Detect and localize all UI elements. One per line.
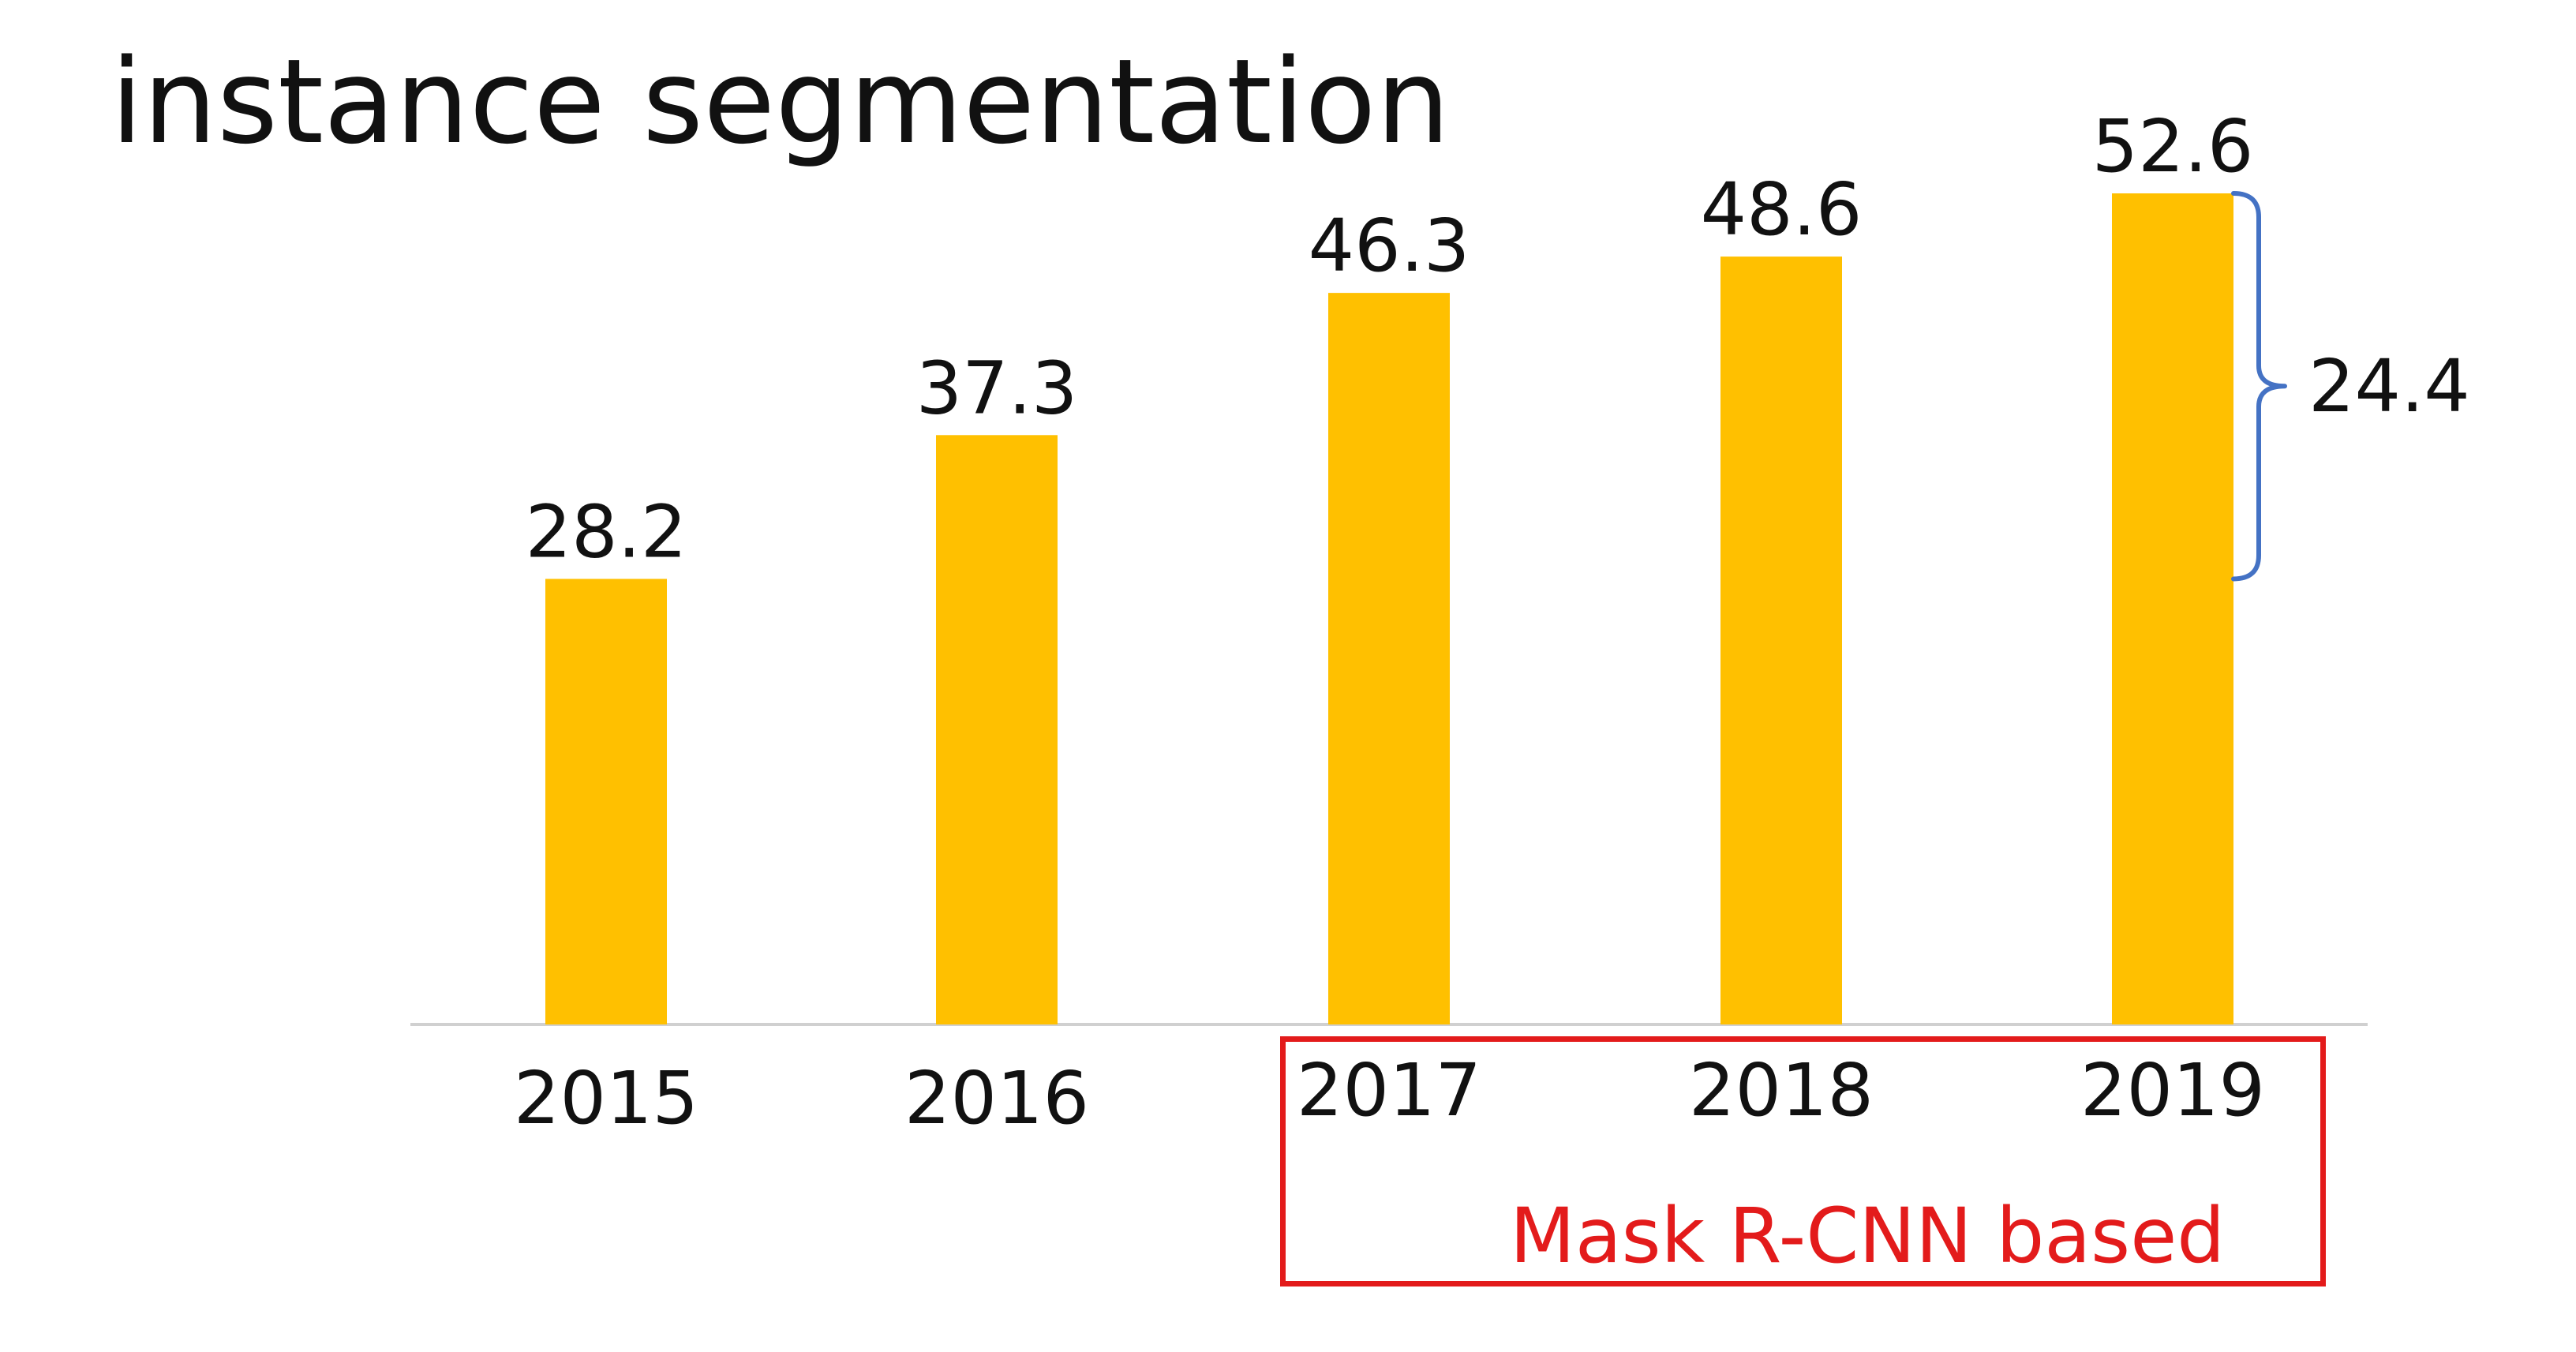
- bar-2018: [1720, 257, 1842, 1024]
- x-tick-labels: 2015 2016 2017 2018 2019: [514, 1048, 2265, 1140]
- difference-brace-annotation: 24.4: [2231, 191, 2470, 582]
- brace-difference-label: 24.4: [2308, 344, 2470, 429]
- curly-brace: [2231, 191, 2287, 582]
- chart-title: instance segmentation: [110, 34, 1451, 170]
- data-label-2018: 48.6: [1701, 167, 1863, 252]
- mask-rcnn-label: Mask R-CNN based: [1510, 1192, 2226, 1280]
- mask-rcnn-highlight-box: [1280, 1036, 2326, 1286]
- x-tick-2015: 2015: [514, 1056, 698, 1140]
- bar-2016: [936, 435, 1058, 1024]
- data-label-2016: 37.3: [916, 346, 1078, 430]
- bar-2017: [1328, 293, 1450, 1025]
- data-label-2015: 28.2: [526, 489, 687, 574]
- x-tick-2018: 2018: [1689, 1048, 1874, 1133]
- data-label-2019: 52.6: [2092, 104, 2254, 189]
- x-tick-2017: 2017: [1297, 1048, 1481, 1133]
- x-tick-2019: 2019: [2080, 1048, 2265, 1133]
- bars-layer: [545, 193, 2233, 1025]
- bar-2015: [545, 579, 667, 1024]
- labels-layer: 28.2 37.3 46.3 48.6 52.6: [526, 104, 2254, 574]
- data-label-2017: 46.3: [1309, 204, 1470, 288]
- x-tick-2016: 2016: [904, 1056, 1089, 1140]
- bar-2019: [2112, 193, 2233, 1024]
